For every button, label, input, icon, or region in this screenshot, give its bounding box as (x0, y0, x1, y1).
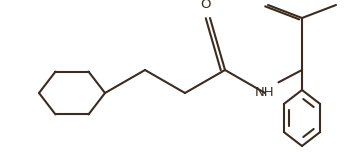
Text: O: O (200, 0, 210, 12)
Text: NH: NH (255, 86, 275, 100)
